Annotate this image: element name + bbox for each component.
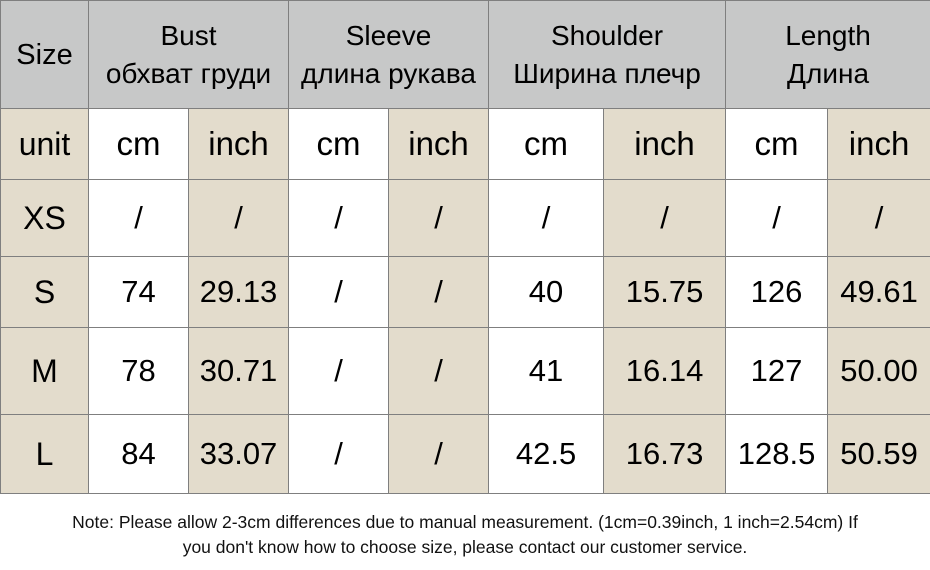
header-length-en: Length xyxy=(785,19,871,51)
table-cell: / xyxy=(288,414,390,494)
table-cell: / xyxy=(187,179,290,257)
size-table: Size Bust обхват груди Sleeve длина рука… xyxy=(0,0,930,494)
table-row: M 78 30.71 / / 41 16.14 127 50.00 xyxy=(0,327,930,415)
table-row: L 84 33.07 / / 42.5 16.73 128.5 50.59 xyxy=(0,414,930,494)
header-size: Size xyxy=(0,0,89,109)
table-row: XS / / / / / / / / xyxy=(0,179,930,257)
table-row: S 74 29.13 / / 40 15.75 126 49.61 xyxy=(0,256,930,328)
header-bust-en: Bust xyxy=(160,19,217,51)
table-cell: / xyxy=(388,256,490,328)
note-line-1: Note: Please allow 2-3cm differences due… xyxy=(72,512,858,532)
table-cell: / xyxy=(488,179,605,257)
table-cell: 41 xyxy=(488,327,605,415)
table-cell: 84 xyxy=(88,414,189,494)
table-cell: 40 xyxy=(488,256,605,328)
header-bust-ru: обхват груди xyxy=(105,57,272,89)
table-cell: / xyxy=(288,327,390,415)
table-cell: 50.59 xyxy=(827,414,930,494)
table-cell: 126 xyxy=(725,256,829,328)
table-cell: / xyxy=(725,179,829,257)
header-shoulder: Shoulder Ширина плечр xyxy=(488,0,727,109)
unit-cell: inch xyxy=(388,108,490,180)
header-length: Length Длина xyxy=(725,0,930,109)
measurement-note: Note: Please allow 2-3cm differences due… xyxy=(0,496,930,570)
unit-cell: cm xyxy=(488,108,605,180)
unit-cell: inch xyxy=(827,108,930,180)
table-cell: 30.71 xyxy=(187,327,290,415)
unit-cell: inch xyxy=(187,108,290,180)
size-label: L xyxy=(0,414,89,494)
size-label: S xyxy=(0,256,89,328)
table-cell: 127 xyxy=(725,327,829,415)
table-cell: 42.5 xyxy=(488,414,605,494)
header-shoulder-en: Shoulder xyxy=(550,19,664,51)
table-cell: / xyxy=(388,179,490,257)
table-cell: 33.07 xyxy=(187,414,290,494)
unit-cell: cm xyxy=(725,108,829,180)
table-cell: 50.00 xyxy=(827,327,930,415)
unit-cell: cm xyxy=(88,108,189,180)
table-cell: / xyxy=(388,327,490,415)
table-cell: 15.75 xyxy=(603,256,727,328)
unit-cell: cm xyxy=(288,108,390,180)
header-sleeve: Sleeve длина рукава xyxy=(288,0,490,109)
table-cell: / xyxy=(88,179,189,257)
table-cell: 16.73 xyxy=(603,414,727,494)
unit-row: unit cm inch cm inch cm inch cm inch xyxy=(0,108,930,180)
unit-cell: inch xyxy=(603,108,727,180)
table-cell: 74 xyxy=(88,256,189,328)
table-cell: / xyxy=(288,179,390,257)
header-length-ru: Длина xyxy=(787,57,870,89)
size-label: XS xyxy=(0,179,89,257)
unit-label: unit xyxy=(0,108,89,180)
size-label: M xyxy=(0,327,89,415)
table-cell: 128.5 xyxy=(725,414,829,494)
table-cell: 49.61 xyxy=(827,256,930,328)
table-cell: / xyxy=(288,256,390,328)
header-shoulder-ru: Ширина плечр xyxy=(513,57,701,89)
header-sleeve-ru: длина рукава xyxy=(301,57,476,89)
table-cell: / xyxy=(388,414,490,494)
table-cell: / xyxy=(603,179,727,257)
table-cell: 29.13 xyxy=(187,256,290,328)
header-row: Size Bust обхват груди Sleeve длина рука… xyxy=(0,0,930,109)
note-line-2: you don't know how to choose size, pleas… xyxy=(182,537,748,557)
header-sleeve-en: Sleeve xyxy=(345,19,432,51)
header-bust: Bust обхват груди xyxy=(87,0,290,109)
table-cell: / xyxy=(827,179,930,257)
table-cell: 16.14 xyxy=(603,327,727,415)
table-cell: 78 xyxy=(88,327,189,415)
